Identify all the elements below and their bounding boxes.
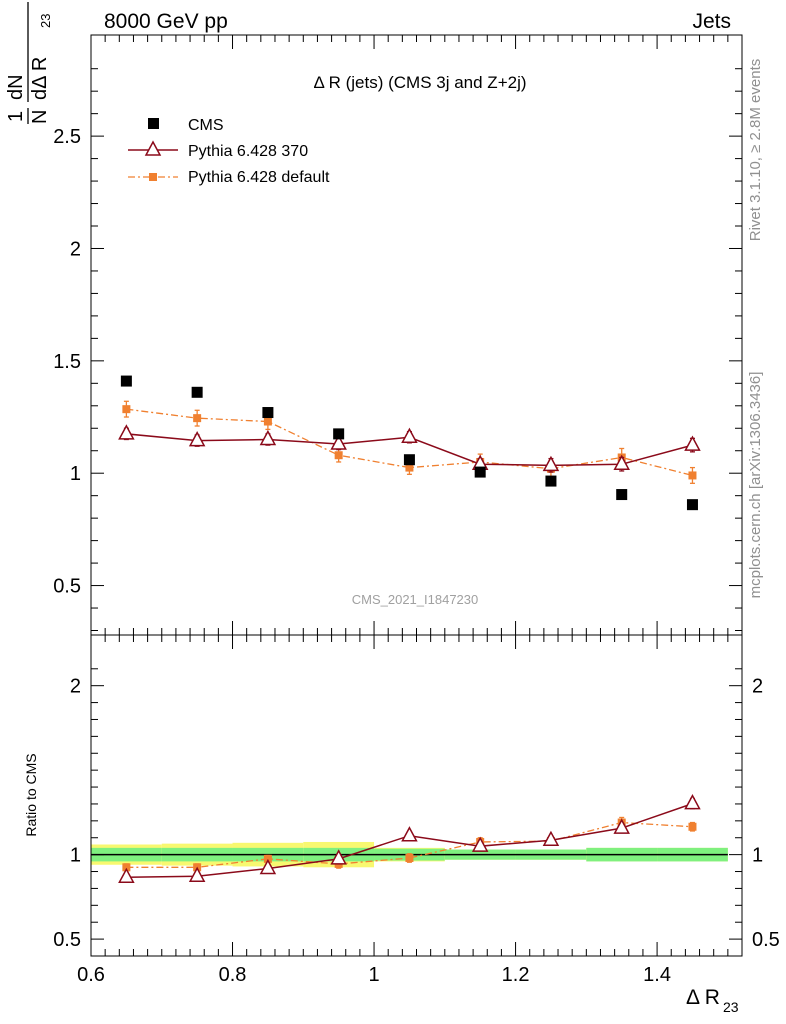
pythia-default-point — [334, 451, 343, 460]
svg-text:23: 23 — [38, 14, 53, 28]
main-y-tick-label: 2 — [70, 238, 81, 260]
header-left-label: 8000 GeV pp — [104, 10, 228, 33]
svg-text:Δ R: Δ R — [686, 986, 720, 1009]
ratio-pythia-370-point — [684, 794, 701, 810]
ratio-pythia-default-point — [122, 863, 131, 872]
cms-point — [262, 407, 274, 419]
pythia-default-line — [126, 408, 693, 477]
pythia-370-point — [401, 427, 418, 443]
pythia-370-point — [259, 429, 277, 446]
legend-pythia-default-label: Pythia 6.428 default — [188, 169, 330, 186]
x-tick-label: 1.4 — [643, 964, 671, 986]
cms-point — [191, 386, 203, 398]
x-tick-label: 1.2 — [502, 964, 530, 986]
pythia-370-point — [188, 431, 206, 447]
header-right-label: Jets — [692, 10, 731, 33]
x-tick-label: 1 — [368, 964, 379, 986]
main-y-axis: 0.5 1 1.5 2 2.5 — [53, 68, 742, 632]
svg-text:dΔ R: dΔ R — [29, 57, 51, 100]
legend-item-pythia-370: Pythia 6.428 370 — [128, 140, 308, 160]
pythia-370-point — [118, 424, 135, 440]
pythia-default-point — [122, 405, 131, 414]
ratio-pythia-default-point — [688, 822, 697, 831]
ratio-pythia-370-point — [259, 858, 277, 875]
legend-pythia-370-label: Pythia 6.428 370 — [188, 143, 308, 160]
ratio-x-axis: 0.6 0.8 1 1.2 1.4 — [77, 635, 729, 986]
ratio-y-tick-label-right: 1 — [752, 845, 763, 867]
ratio-y-tick-label-right: 0.5 — [752, 929, 780, 951]
pythia-370-point — [684, 435, 701, 451]
pythia-370-point — [330, 434, 347, 450]
pythia-default-point — [688, 471, 697, 480]
ratio-y-tick-label: 0.5 — [53, 929, 81, 951]
legend-pythia-370-marker — [144, 140, 162, 156]
svg-text:23: 23 — [723, 999, 739, 1015]
ratio-panel: 0.5 0.5 1 1 2 2 0.6 0.8 1 1.2 1.4 Ratio to CMS Δ … — [23, 634, 780, 1015]
legend-cms-label: CMS — [188, 117, 224, 134]
ratio-panel-frame — [90, 634, 743, 957]
pythia-default-point — [263, 417, 272, 426]
legend-pythia-default-marker — [149, 173, 157, 181]
ratio-pythia-370-point — [401, 826, 418, 842]
ratio-y-axis-label: Ratio to CMS — [23, 753, 39, 836]
main-y-tick-label: 2.5 — [53, 126, 81, 148]
ratio-y-axis: 0.5 0.5 1 1 2 2 — [53, 668, 780, 951]
ratio-pythia-370-point — [118, 867, 135, 884]
pythia-default-point — [193, 414, 202, 423]
cms-point — [474, 466, 486, 478]
cms-point — [120, 375, 132, 387]
main-panel-title: Δ R (jets) (CMS 3j and Z+2j) — [313, 73, 526, 92]
main-y-tick-label: 1 — [70, 463, 81, 485]
x-tick-label: 0.6 — [77, 964, 105, 986]
rivet-version-label: Rivet 3.1.10, ≥ 2.8M events — [747, 59, 764, 242]
main-series-layer — [118, 375, 701, 511]
ratio-pythia-370-point — [330, 849, 347, 865]
ratio-pythia-370-point — [188, 866, 206, 883]
x-tick-label: 0.8 — [219, 964, 247, 986]
ratio-series-layer — [118, 794, 701, 884]
legend-item-pythia-default: Pythia 6.428 default — [128, 169, 330, 186]
cms-point — [686, 499, 698, 511]
x-axis-label: Δ R 23 — [686, 986, 739, 1015]
cms-point — [616, 489, 628, 501]
legend: CMS Pythia 6.428 370 Pythia 6.428 defaul… — [128, 117, 330, 186]
ratio-y-tick-label-right: 2 — [752, 676, 763, 698]
main-panel: 0.5 1 1.5 2 2.5 Δ R (jets) (CMS 3j and Z+2j)… — [5, 2, 743, 636]
ratio-pythia-370-point — [471, 836, 489, 852]
main-x-ticks — [90, 35, 729, 635]
cms-point — [403, 454, 415, 466]
cms-point — [333, 428, 345, 440]
main-y-tick-label: 0.5 — [53, 576, 81, 598]
pythia-370-point — [542, 455, 560, 472]
ratio-y-tick-label: 1 — [70, 845, 81, 867]
ratio-y-tick-label: 2 — [70, 676, 81, 698]
legend-cms-marker — [148, 118, 159, 129]
ratio-pythia-default-line — [126, 821, 693, 868]
svg-text:1: 1 — [5, 111, 27, 122]
ratio-pythia-default-point — [405, 854, 414, 863]
pythia-default-point — [405, 463, 414, 472]
legend-item-cms: CMS — [148, 117, 224, 134]
watermark: CMS_2021_I1847230 — [352, 592, 479, 607]
ratio-pythia-default-point — [263, 854, 272, 863]
main-y-axis-label: 1 N dN dΔ R 23 — [5, 2, 53, 124]
cms-point — [545, 475, 557, 487]
ratio-pythia-370-point — [613, 818, 630, 834]
ratio-pythia-370-point — [542, 830, 560, 847]
main-y-tick-label: 1.5 — [53, 351, 81, 373]
svg-text:N: N — [29, 110, 51, 124]
mcplots-label: mcplots.cern.ch [arXiv:1306.3436] — [747, 372, 764, 599]
svg-text:dN: dN — [5, 74, 27, 100]
pythia-370-point — [613, 454, 630, 470]
